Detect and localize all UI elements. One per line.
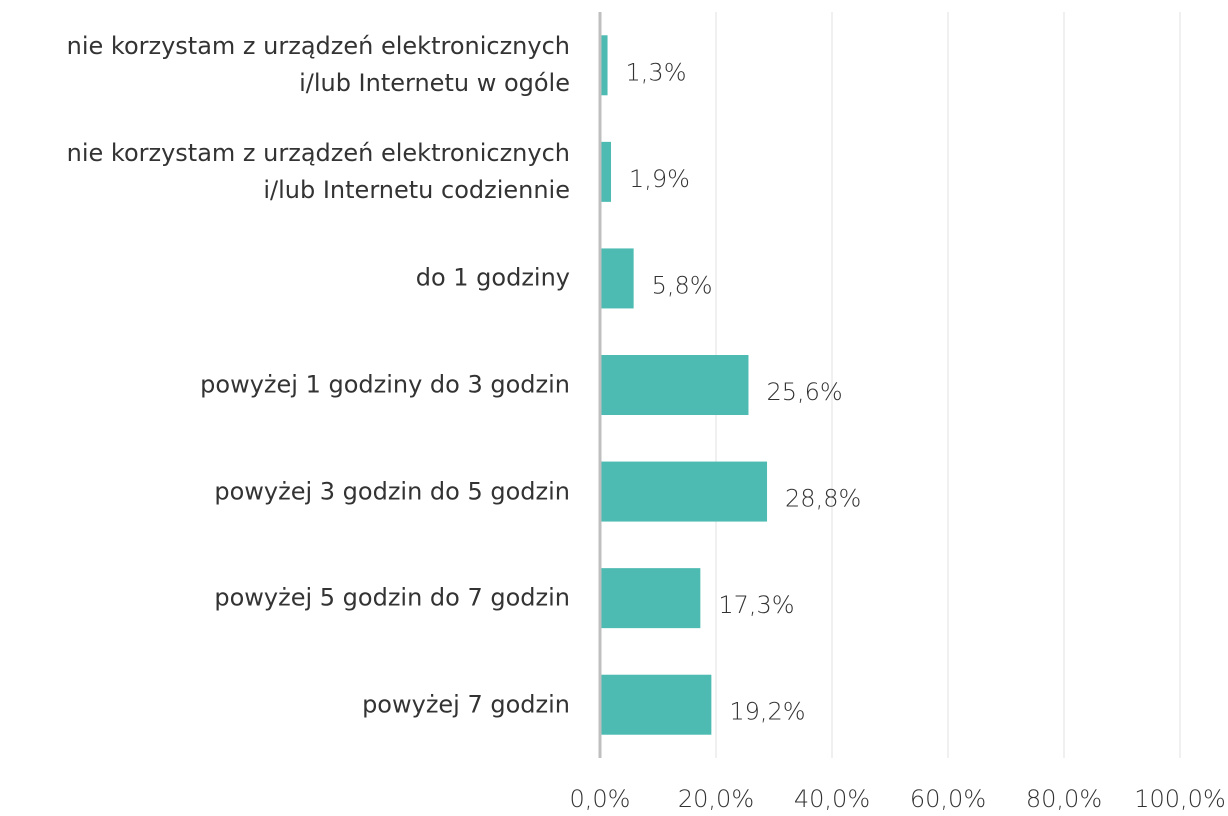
value-label: 1,9% xyxy=(629,165,690,193)
category-label: nie korzystam z urządzeń elektronicznych… xyxy=(66,32,570,98)
category-label: powyżej 1 godziny do 3 godzin xyxy=(200,370,570,399)
x-tick-label: 80,0% xyxy=(1026,785,1102,813)
bar xyxy=(600,141,612,202)
x-tick-label: 20,0% xyxy=(678,785,754,813)
category-label: do 1 godziny xyxy=(415,263,570,292)
x-tick-label: 100,0% xyxy=(1134,785,1226,813)
bar xyxy=(600,248,634,309)
bar xyxy=(600,461,768,522)
x-tick-label: 0,0% xyxy=(570,785,631,813)
category-label: powyżej 5 godzin do 7 godzin xyxy=(214,583,570,612)
value-label: 5,8% xyxy=(652,271,713,299)
x-tick-label: 40,0% xyxy=(794,785,870,813)
category-label: powyżej 7 godzin xyxy=(362,690,570,719)
bar xyxy=(600,35,608,96)
value-label: 28,8% xyxy=(785,485,861,513)
bar xyxy=(600,568,701,629)
x-tick-label: 60,0% xyxy=(910,785,986,813)
value-label: 25,6% xyxy=(766,378,842,406)
bar xyxy=(600,355,749,415)
value-label: 1,3% xyxy=(626,58,687,86)
value-label: 17,3% xyxy=(718,591,794,619)
value-label: 19,2% xyxy=(729,698,805,726)
bar xyxy=(600,674,712,735)
category-label: powyżej 3 godzin do 5 godzin xyxy=(214,477,570,506)
category-label: nie korzystam z urządzeń elektronicznych… xyxy=(66,138,570,204)
